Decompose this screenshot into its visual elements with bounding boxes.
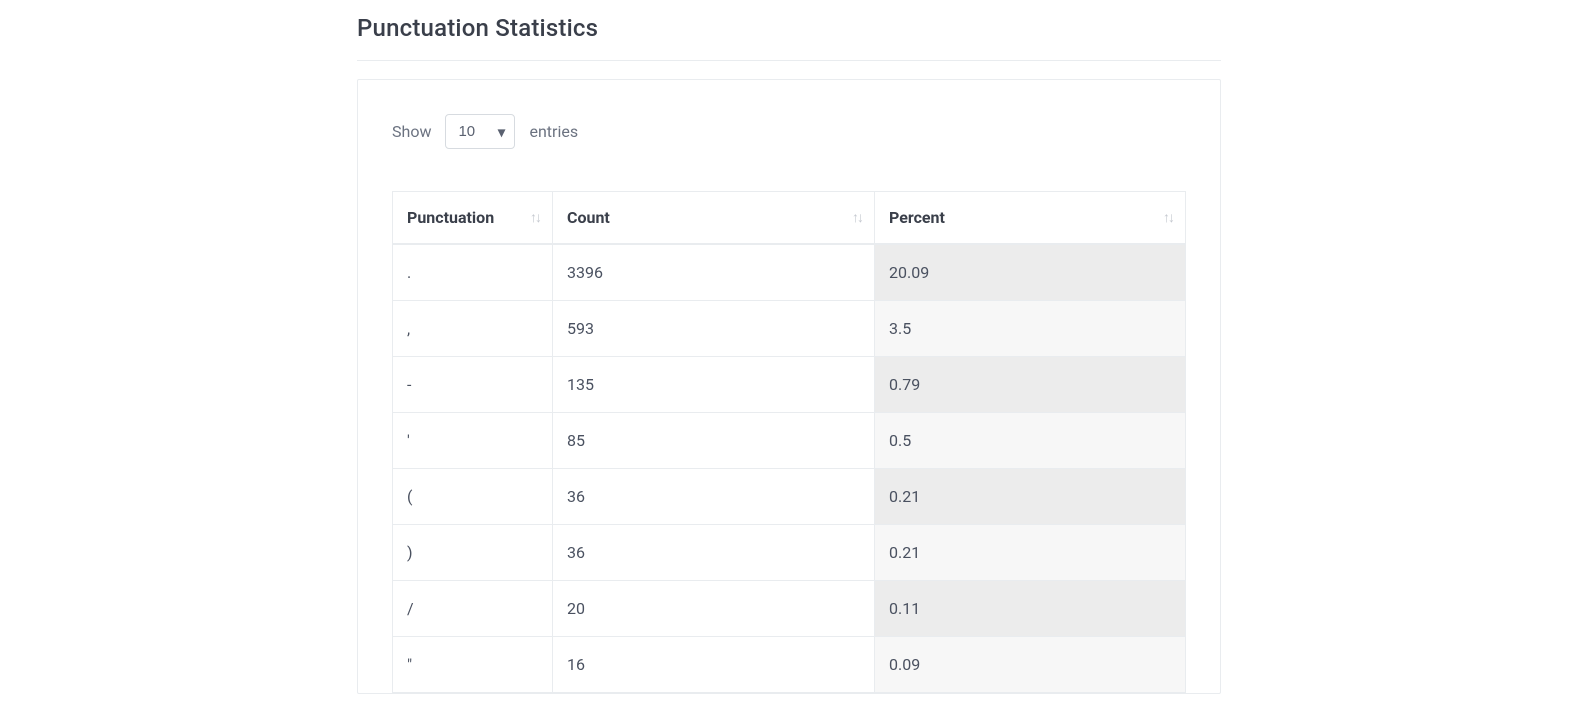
page-root: Punctuation Statistics Show 102550100 ▾ …: [0, 0, 1578, 724]
cell-percent: 0.5: [875, 413, 1186, 469]
sort-icon: ↑ ↓: [852, 211, 862, 225]
column-label: Count: [567, 208, 610, 227]
cell-percent: 0.21: [875, 469, 1186, 525]
entries-prefix-label: Show: [392, 122, 431, 141]
column-label: Punctuation: [407, 208, 494, 227]
cell-punctuation: (: [393, 469, 553, 525]
table-row: )360.21: [393, 525, 1186, 581]
sort-icon: ↑ ↓: [1163, 211, 1173, 225]
stats-panel: Show 102550100 ▾ entries Punctuation: [357, 79, 1221, 694]
cell-punctuation: ): [393, 525, 553, 581]
sort-down-icon: ↓: [857, 211, 862, 225]
column-header-punctuation[interactable]: Punctuation ↑ ↓: [393, 192, 553, 245]
column-header-percent[interactable]: Percent ↑ ↓: [875, 192, 1186, 245]
title-divider: [357, 60, 1221, 61]
table-row: /200.11: [393, 581, 1186, 637]
cell-count: 3396: [553, 244, 875, 301]
table-row: "160.09: [393, 637, 1186, 693]
table-row: ,5933.5: [393, 301, 1186, 357]
entries-length-control: Show 102550100 ▾ entries: [392, 114, 1186, 149]
column-header-count[interactable]: Count ↑ ↓: [553, 192, 875, 245]
cell-count: 36: [553, 469, 875, 525]
cell-percent: 0.79: [875, 357, 1186, 413]
cell-punctuation: .: [393, 244, 553, 301]
cell-count: 135: [553, 357, 875, 413]
entries-select-wrap: 102550100 ▾: [445, 114, 515, 149]
cell-count: 20: [553, 581, 875, 637]
page-title: Punctuation Statistics: [357, 14, 1221, 42]
cell-punctuation: ,: [393, 301, 553, 357]
table-row: (360.21: [393, 469, 1186, 525]
table-row: -1350.79: [393, 357, 1186, 413]
cell-punctuation: ": [393, 637, 553, 693]
cell-punctuation: ': [393, 413, 553, 469]
table-body: .339620.09,5933.5-1350.79'850.5(360.21)3…: [393, 244, 1186, 693]
sort-down-icon: ↓: [1168, 211, 1173, 225]
cell-count: 593: [553, 301, 875, 357]
cell-percent: 0.21: [875, 525, 1186, 581]
column-label: Percent: [889, 208, 945, 227]
table-header-row: Punctuation ↑ ↓ Count ↑ ↓: [393, 192, 1186, 245]
entries-select[interactable]: 102550100: [445, 114, 515, 149]
sort-down-icon: ↓: [535, 211, 540, 225]
cell-percent: 20.09: [875, 244, 1186, 301]
cell-count: 85: [553, 413, 875, 469]
cell-punctuation: -: [393, 357, 553, 413]
cell-punctuation: /: [393, 581, 553, 637]
table-row: .339620.09: [393, 244, 1186, 301]
entries-suffix-label: entries: [529, 122, 578, 141]
sort-icon: ↑ ↓: [530, 211, 540, 225]
cell-percent: 0.11: [875, 581, 1186, 637]
punctuation-table: Punctuation ↑ ↓ Count ↑ ↓: [392, 191, 1186, 693]
cell-count: 36: [553, 525, 875, 581]
cell-percent: 3.5: [875, 301, 1186, 357]
table-row: '850.5: [393, 413, 1186, 469]
cell-percent: 0.09: [875, 637, 1186, 693]
cell-count: 16: [553, 637, 875, 693]
content-area: Punctuation Statistics Show 102550100 ▾ …: [0, 0, 1578, 694]
